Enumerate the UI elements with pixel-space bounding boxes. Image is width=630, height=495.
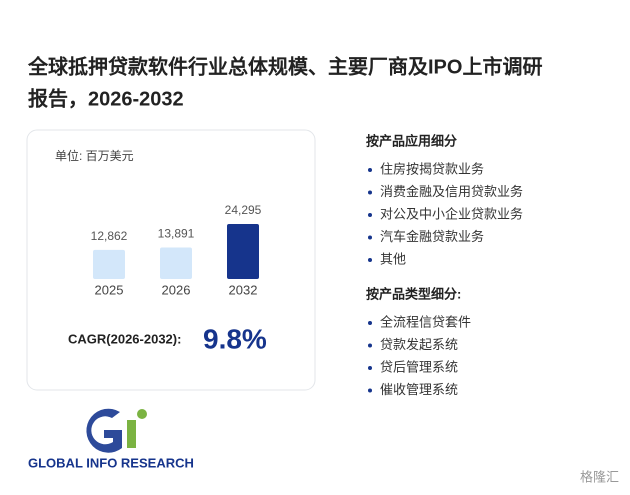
bullet — [368, 190, 372, 195]
bullet — [368, 388, 372, 393]
segment-item: 其他 — [380, 251, 406, 266]
segment-item: 贷后管理系统 — [380, 359, 458, 374]
segment-title: 按产品应用细分 — [366, 133, 457, 148]
segment-item: 贷款发起系统 — [380, 337, 458, 352]
title: 报告，2026-2032 — [28, 86, 184, 110]
bullet — [368, 321, 372, 325]
logo-text: GLOBAL INFO RESEARCH — [28, 455, 194, 470]
bar — [160, 247, 192, 279]
source-mark: 格隆汇 — [580, 469, 619, 484]
logo-g — [86, 408, 122, 453]
bullet — [368, 213, 372, 217]
segment-item: 住房按揭贷款业务 — [380, 161, 484, 176]
segment-item: 汽车金融贷款业务 — [380, 229, 484, 244]
logo-i — [127, 420, 136, 448]
bullet — [368, 235, 372, 240]
segment-item: 消费金融及信用贷款业务 — [380, 184, 523, 199]
x-tick-label: 2025 — [95, 282, 124, 297]
segment-item: 催收管理系统 — [380, 382, 458, 397]
segment-item: 对公及中小企业贷款业务 — [380, 206, 523, 221]
cagr-label: CAGR(2026-2032): — [68, 331, 181, 346]
logo: GLOBAL INFO RESEARCH — [28, 408, 194, 470]
x-tick-label: 2032 — [229, 282, 258, 297]
segment-title: 按产品类型细分: — [366, 286, 461, 301]
value-label: 24,295 — [225, 203, 262, 217]
logo-dot — [137, 409, 147, 419]
bullet — [368, 258, 372, 262]
bullet — [368, 168, 372, 172]
title: 全球抵押贷款软件行业总体规模、主要厂商及IPO上市调研 — [27, 54, 542, 78]
segment-item: 全流程信贷套件 — [380, 314, 471, 329]
x-tick-label: 2026 — [162, 282, 191, 297]
value-label: 12,862 — [91, 229, 128, 243]
bar — [227, 224, 259, 279]
bullet — [368, 343, 372, 348]
unit: 单位: 百万美元 — [55, 148, 134, 163]
bar — [93, 249, 125, 279]
cagr-value: 9.8% — [203, 323, 267, 354]
bullet — [368, 366, 372, 370]
value-label: 13,891 — [158, 227, 195, 241]
